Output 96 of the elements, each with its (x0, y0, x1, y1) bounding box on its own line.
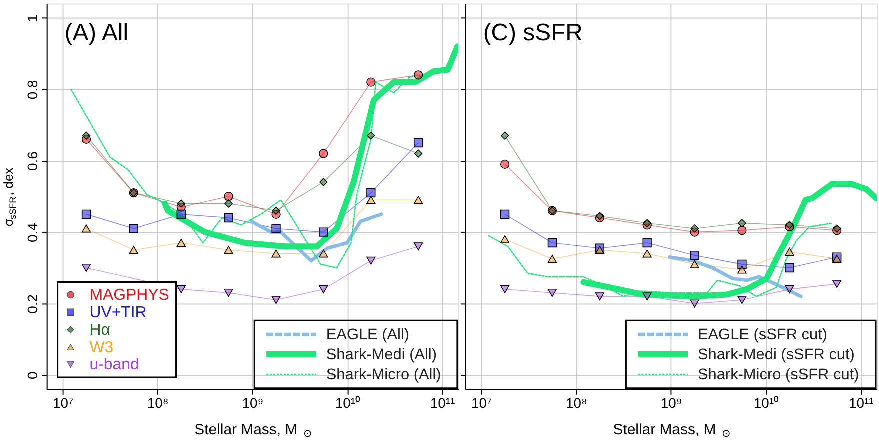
point (414, 196, 424, 204)
point (366, 78, 376, 87)
point (595, 246, 605, 254)
point (738, 219, 746, 228)
legend-label: EAGLE (All) (326, 326, 410, 344)
legend-label: Shark-Medi (sSFR cut) (698, 346, 855, 364)
point (500, 160, 510, 170)
point (500, 210, 510, 220)
legend-label: Shark-Micro (sSFR cut) (698, 366, 860, 384)
point (414, 150, 423, 158)
point (177, 200, 186, 208)
x-tick-label: 10⁷ (472, 394, 492, 411)
point (224, 288, 234, 298)
point (596, 212, 604, 220)
point (738, 226, 747, 236)
point (82, 224, 92, 233)
y-tick-label: 0 (24, 372, 40, 380)
point (785, 285, 794, 294)
point (738, 260, 747, 270)
point (319, 285, 328, 294)
point (272, 224, 281, 234)
y-tick-label: 0.2 (24, 294, 40, 314)
legend-label: Shark-Micro (All) (326, 366, 442, 384)
point (690, 250, 700, 260)
point (176, 239, 186, 248)
point (642, 238, 652, 248)
x-axis-title: Stellar Mass, M⊙ (613, 421, 730, 440)
legend-label: UV+TIR (90, 304, 147, 322)
point (176, 285, 186, 294)
x-tick-label: 10⁹ (242, 394, 264, 411)
point (738, 296, 747, 304)
y-axis-title: σsSFR, dex (0, 167, 18, 227)
point (690, 260, 700, 268)
point (319, 250, 328, 258)
point (414, 70, 424, 80)
point (129, 224, 138, 234)
point (833, 224, 842, 233)
point (500, 285, 510, 294)
legend-label: EAGLE (sSFR cut) (698, 326, 828, 344)
x-tick-label: 10⁸ (147, 394, 169, 411)
y-tick-label: 0.4 (24, 222, 40, 242)
point (82, 210, 92, 220)
legend-label: Hα (90, 322, 110, 339)
point (832, 255, 842, 264)
point (272, 250, 281, 258)
point (82, 264, 92, 272)
point (320, 178, 328, 186)
point (319, 149, 328, 158)
point (129, 246, 138, 254)
legend-label: Shark-Medi (All) (326, 346, 438, 364)
point (738, 266, 747, 274)
point (785, 263, 794, 273)
point (642, 292, 652, 301)
legend-label: u-band (90, 356, 140, 374)
point (548, 238, 558, 248)
legend-label: W3 (90, 339, 114, 356)
point (832, 280, 842, 288)
x-tick-label: 10⁷ (52, 394, 74, 411)
point (366, 196, 376, 204)
point (224, 213, 234, 223)
text: (A) All (64, 20, 129, 47)
point (690, 224, 699, 233)
point (82, 132, 91, 140)
point (366, 256, 376, 265)
point (643, 219, 652, 228)
x-tick-label: 10¹⁰ (335, 394, 360, 411)
point (366, 188, 376, 198)
y-tick-label: 1 (24, 14, 40, 22)
point (548, 255, 558, 264)
point (224, 192, 234, 202)
x-tick-label: 10¹¹ (430, 394, 456, 411)
y-tick-label: 0.8 (24, 80, 40, 100)
x-tick-label: 10⁸ (566, 394, 588, 411)
point (414, 138, 424, 148)
point (595, 292, 605, 301)
point (414, 242, 424, 251)
point (500, 132, 510, 140)
point (176, 210, 186, 220)
point (272, 296, 281, 304)
text: (C) sSFR (483, 20, 583, 47)
point (367, 132, 376, 140)
y-tick-label: 0.6 (24, 151, 40, 172)
point (548, 288, 558, 298)
point (224, 200, 233, 208)
point (272, 206, 280, 215)
legend-label: MAGPHYS (90, 286, 170, 304)
point (785, 248, 794, 256)
x-tick-label: 10¹¹ (848, 394, 874, 411)
x-tick-label: 10¹⁰ (754, 394, 780, 411)
point (642, 250, 652, 258)
point (319, 228, 328, 237)
point (224, 246, 234, 254)
point (500, 235, 510, 244)
x-tick-label: 10⁹ (660, 394, 682, 411)
point (690, 300, 700, 308)
x-axis-title: Stellar Mass, M⊙ (194, 421, 312, 440)
